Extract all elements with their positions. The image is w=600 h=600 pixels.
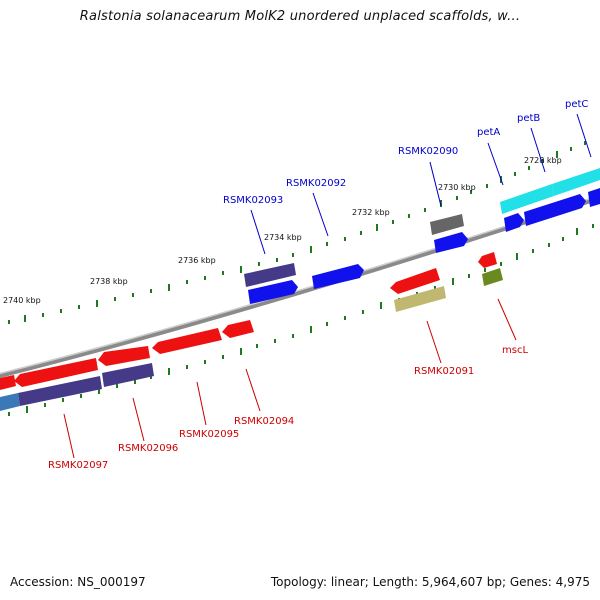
gene-label-petC[interactable]: petC: [565, 99, 588, 110]
gene-feature-red[interactable]: [0, 375, 16, 390]
gene-label-RSMK02096[interactable]: RSMK02096: [118, 443, 178, 454]
gene-RSMK02093-navy[interactable]: [244, 263, 296, 287]
gene-feature-red-c[interactable]: [152, 328, 222, 354]
gene-RSMK02097-navy[interactable]: [18, 376, 102, 406]
gene-RSMK02091-olive[interactable]: [394, 286, 446, 312]
kbp-label: 2732 kbp: [352, 208, 390, 217]
kbp-label: 2734 kbp: [264, 233, 302, 242]
kbp-label: 2736 kbp: [178, 256, 216, 265]
gene-mscL-feature[interactable]: [482, 268, 503, 286]
gene-petB-cyan[interactable]: [552, 168, 600, 196]
inner-tick-track: [8, 224, 594, 416]
gene-RSMK02093-feature[interactable]: [248, 280, 298, 304]
kbp-label: 2728 kbp: [524, 156, 562, 165]
gene-RSMK02097-feature[interactable]: [14, 358, 98, 387]
gene-label-RSMK02093[interactable]: RSMK02093: [223, 195, 283, 206]
gene-label-RSMK02094[interactable]: RSMK02094: [234, 416, 294, 427]
gene-label-petA[interactable]: petA: [477, 127, 500, 138]
gene-feature-red-b[interactable]: [98, 346, 150, 366]
gene-label-mscL[interactable]: mscL: [502, 345, 528, 356]
reverse-strand-genes: [0, 252, 503, 411]
gene-feature-steel[interactable]: [0, 393, 20, 411]
gene-petA-feature[interactable]: [504, 213, 524, 232]
gene-RSMK02090-gray[interactable]: [430, 214, 464, 235]
gene-label-RSMK02092[interactable]: RSMK02092: [286, 178, 346, 189]
map-title: Ralstonia solanacearum MolK2 unordered u…: [79, 9, 521, 24]
gene-RSMK02090-feature[interactable]: [434, 232, 468, 253]
kbp-label: 2738 kbp: [90, 277, 128, 286]
gene-label-RSMK02095[interactable]: RSMK02095: [179, 429, 239, 440]
gene-RSMK02096-feature[interactable]: [102, 363, 154, 387]
kbp-label: 2740 kbp: [3, 296, 41, 305]
gene-label-RSMK02097[interactable]: RSMK02097: [48, 460, 108, 471]
gene-label-RSMK02090[interactable]: RSMK02090: [398, 146, 458, 157]
accession-text: Accession: NS_000197: [10, 575, 146, 589]
gene-label-petB[interactable]: petB: [517, 113, 540, 124]
gene-feature-red-d[interactable]: [222, 320, 254, 338]
gene-label-RSMK02091[interactable]: RSMK02091: [414, 366, 474, 377]
gene-petA-cyan[interactable]: [500, 184, 554, 214]
gene-feature-red-e[interactable]: [478, 252, 497, 268]
leader-lines: [63, 113, 592, 459]
forward-strand-genes: [244, 168, 600, 304]
topology-text: Topology: linear; Length: 5,964,607 bp; …: [270, 575, 590, 589]
gene-petC-feature[interactable]: [588, 188, 600, 207]
gene-RSMK02091-feature[interactable]: [390, 268, 440, 294]
gene-RSMK02092-feature[interactable]: [312, 264, 364, 289]
gene-petB-feature[interactable]: [524, 194, 586, 226]
kbp-label: 2730 kbp: [438, 183, 476, 192]
